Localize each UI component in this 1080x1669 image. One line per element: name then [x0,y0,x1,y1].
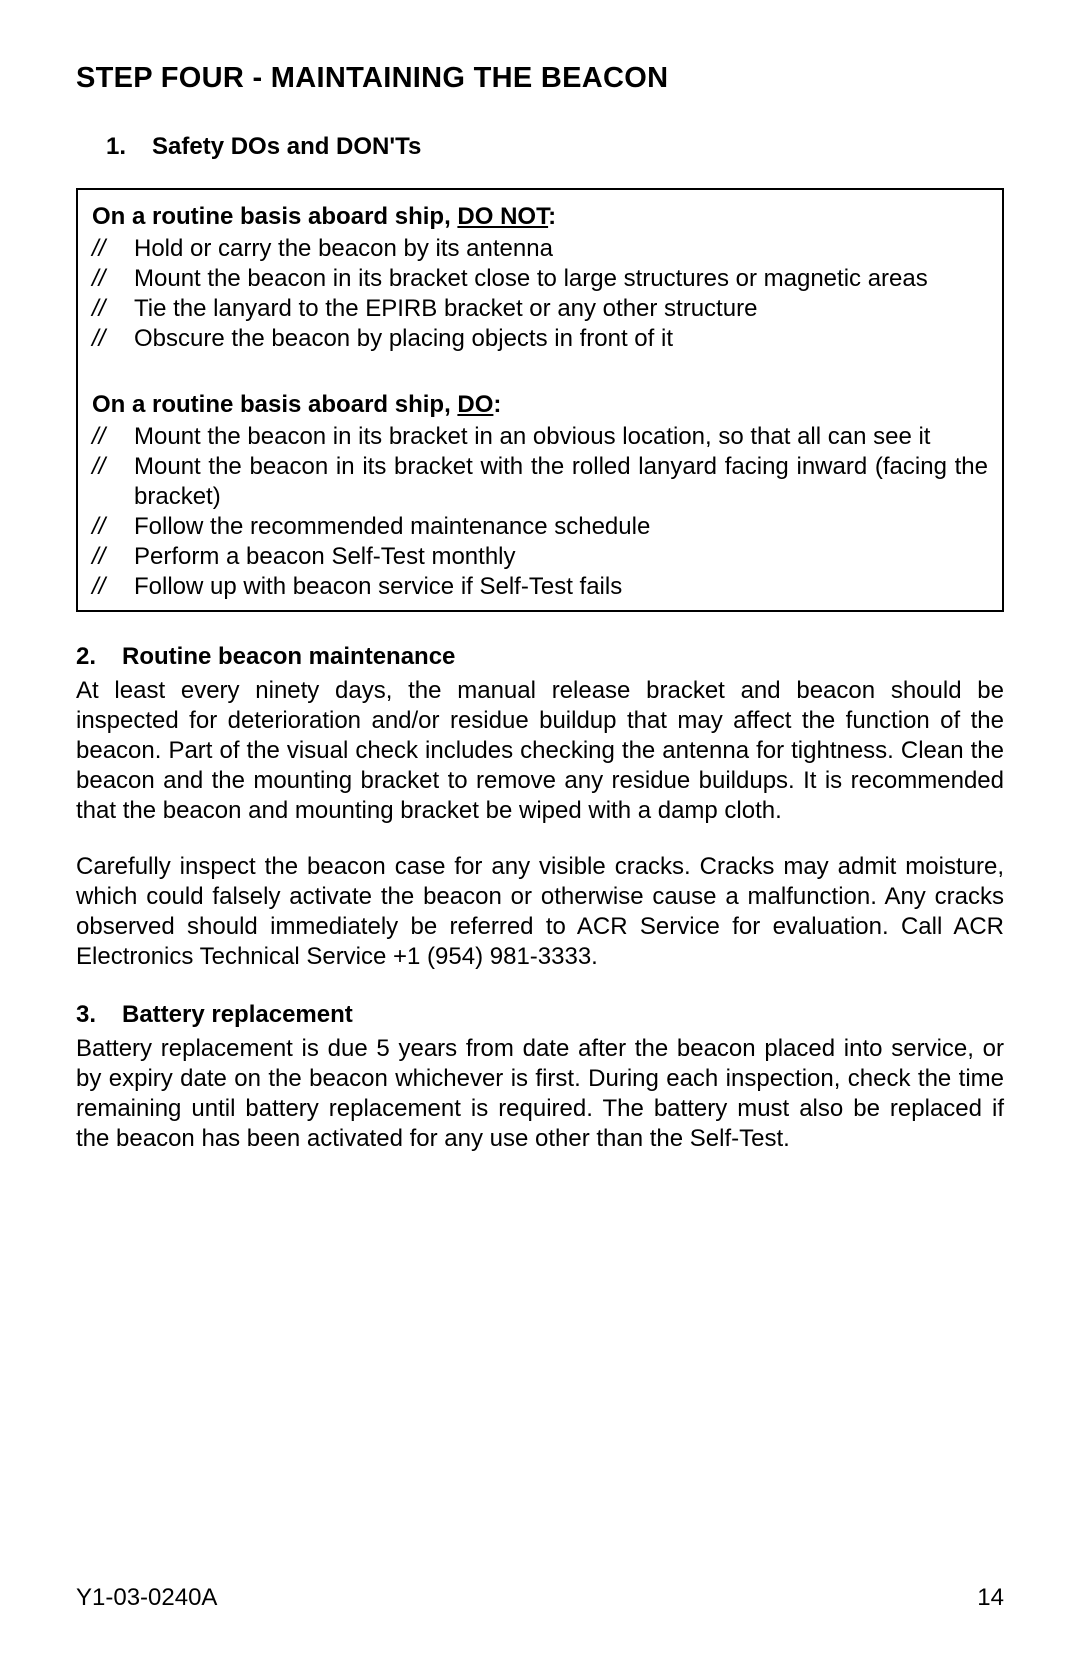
donot-item-text: Obscure the beacon by placing objects in… [134,324,988,354]
page-footer: Y1-03-0240A 14 [76,1583,1004,1613]
section-1-label: Safety DOs and DON'Ts [152,133,421,160]
donot-item-text: Hold or carry the beacon by its antenna [134,234,988,264]
section-3-label: Battery replacement [122,1001,353,1028]
do-item: // Follow up with beacon service if Self… [92,572,988,602]
do-item-text: Perform a beacon Self-Test monthly [134,542,988,572]
bullet-mark-icon: // [92,572,134,602]
bullet-mark-icon: // [92,234,134,264]
section-2-num: 2. [76,642,122,672]
do-item-text: Follow up with beacon service if Self-Te… [134,572,988,602]
bullet-mark-icon: // [92,264,134,294]
do-item: // Perform a beacon Self-Test monthly [92,542,988,572]
do-heading: On a routine basis aboard ship, DO: [92,390,988,420]
do-emphasis: DO [457,391,493,418]
safety-box: On a routine basis aboard ship, DO NOT: … [76,188,1004,612]
donot-item-text: Mount the beacon in its bracket close to… [134,264,988,294]
bullet-mark-icon: // [92,422,134,452]
do-item: // Mount the beacon in its bracket with … [92,452,988,512]
section-1-heading: 1.Safety DOs and DON'Ts [76,132,1004,162]
donot-colon: : [548,203,556,230]
do-item: // Mount the beacon in its bracket in an… [92,422,988,452]
section-2-label: Routine beacon maintenance [122,643,455,670]
page-title: STEP FOUR - MAINTAINING THE BEACON [76,60,1004,96]
section-3-para: Battery replacement is due 5 years from … [76,1034,1004,1154]
donot-prefix: On a routine basis aboard ship, [92,203,457,230]
bullet-mark-icon: // [92,542,134,572]
section-2-para-1: At least every ninety days, the manual r… [76,676,1004,826]
section-1-num: 1. [106,132,152,162]
section-3-heading: 3.Battery replacement [76,1000,1004,1030]
do-item-text: Mount the beacon in its bracket in an ob… [134,422,988,452]
donot-item: // Mount the beacon in its bracket close… [92,264,988,294]
bullet-mark-icon: // [92,512,134,542]
donot-item: // Hold or carry the beacon by its anten… [92,234,988,264]
bullet-mark-icon: // [92,324,134,354]
footer-page-number: 14 [977,1583,1004,1613]
donot-emphasis: DO NOT [457,203,548,230]
do-prefix: On a routine basis aboard ship, [92,391,457,418]
donot-item: // Tie the lanyard to the EPIRB bracket … [92,294,988,324]
do-item: // Follow the recommended maintenance sc… [92,512,988,542]
bullet-mark-icon: // [92,294,134,324]
footer-doc-id: Y1-03-0240A [76,1583,217,1613]
do-item-text: Mount the beacon in its bracket with the… [134,452,988,512]
section-3-num: 3. [76,1000,122,1030]
donot-item: // Obscure the beacon by placing objects… [92,324,988,354]
bullet-mark-icon: // [92,452,134,512]
section-2-para-2: Carefully inspect the beacon case for an… [76,852,1004,972]
donot-heading: On a routine basis aboard ship, DO NOT: [92,202,988,232]
section-2-heading: 2.Routine beacon maintenance [76,642,1004,672]
donot-item-text: Tie the lanyard to the EPIRB bracket or … [134,294,988,324]
do-colon: : [493,391,501,418]
do-item-text: Follow the recommended maintenance sched… [134,512,988,542]
